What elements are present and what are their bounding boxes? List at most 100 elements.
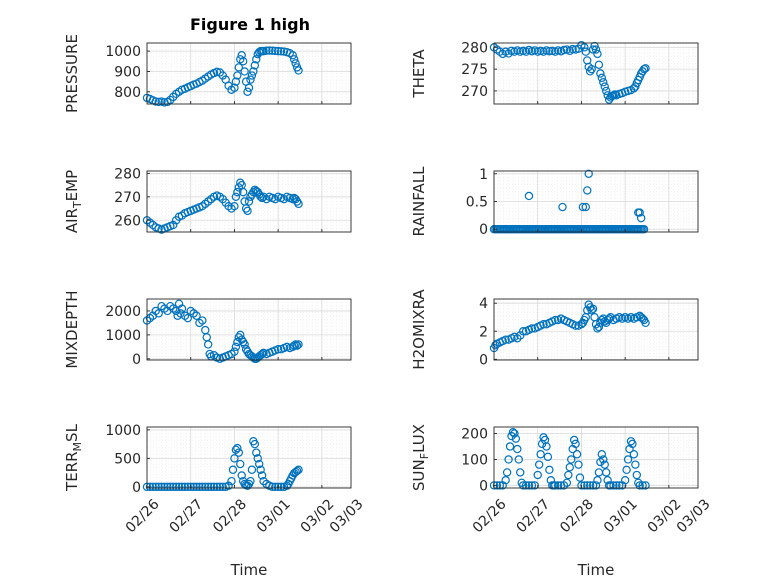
- data-point: [201, 482, 210, 492]
- data-point: [157, 482, 166, 492]
- data-point: [534, 460, 544, 469]
- data-point: [638, 314, 647, 323]
- data-point: [218, 482, 227, 492]
- data-point: [636, 69, 646, 78]
- data-point: [198, 316, 207, 325]
- y-tick-label: 4: [479, 296, 488, 312]
- data-point: [289, 55, 299, 64]
- y-axis-label: TERRMSL: [63, 423, 84, 492]
- series-markers: [142, 437, 303, 492]
- data-point: [238, 57, 248, 66]
- data-point: [587, 306, 596, 315]
- data-point: [171, 482, 181, 492]
- data-point: [580, 43, 589, 52]
- subplot-theta: 270 275 280 THETA: [410, 40, 699, 105]
- data-point: [294, 66, 303, 75]
- figure-title: Figure 1 high: [190, 15, 310, 34]
- data-point: [180, 482, 190, 492]
- y-tick-label: 900: [114, 64, 141, 80]
- data-point: [231, 342, 241, 352]
- data-point: [638, 481, 647, 490]
- data-point: [639, 225, 649, 234]
- data-point: [231, 445, 241, 455]
- y-tick-label: 2: [479, 324, 488, 340]
- data-point: [294, 465, 303, 474]
- y-tick-label: 260: [114, 213, 141, 229]
- data-point: [536, 450, 545, 459]
- data-point: [636, 213, 646, 223]
- data-point: [527, 481, 537, 490]
- data-point: [183, 313, 192, 323]
- data-point: [236, 459, 245, 469]
- x-tick-label: 02/27: [513, 496, 553, 536]
- data-point: [276, 482, 286, 492]
- data-point: [551, 481, 560, 490]
- y-tick-label: 0: [132, 480, 141, 496]
- data-point: [198, 482, 207, 492]
- y-axis-label: H2OMIXRA: [410, 289, 428, 370]
- data-point: [597, 450, 607, 459]
- data-point: [585, 481, 595, 490]
- series-markers: [142, 178, 303, 234]
- data-point: [212, 482, 222, 492]
- data-point: [533, 470, 542, 480]
- data-point: [192, 311, 201, 320]
- y-tick-label: 100: [461, 452, 488, 468]
- data-point: [591, 320, 601, 329]
- data-point: [273, 482, 283, 492]
- data-point: [594, 322, 604, 332]
- data-point: [620, 476, 630, 485]
- data-point: [511, 434, 521, 443]
- data-point: [516, 331, 525, 340]
- data-point: [524, 191, 534, 201]
- data-point: [635, 481, 644, 490]
- data-point: [250, 61, 260, 70]
- data-point: [288, 194, 297, 204]
- axes-box: [146, 298, 352, 361]
- series-markers: [142, 299, 303, 364]
- data-point: [632, 470, 642, 480]
- y-tick-label: 2000: [105, 304, 141, 320]
- data-point: [247, 71, 257, 80]
- data-point: [203, 482, 213, 492]
- data-point: [609, 91, 618, 100]
- data-point: [568, 44, 577, 54]
- data-point: [243, 87, 252, 97]
- data-point: [292, 341, 302, 350]
- data-point: [189, 482, 198, 492]
- data-point: [628, 439, 637, 449]
- data-point: [513, 444, 522, 454]
- data-point: [177, 304, 187, 313]
- data-point: [505, 442, 515, 451]
- data-point: [629, 450, 639, 459]
- axes-box: [493, 42, 699, 105]
- y-tick-label: 280: [461, 40, 488, 56]
- data-point: [230, 201, 239, 211]
- subplot-mixdepth: 0 1000 2000 MIXDEPTH: [63, 290, 352, 369]
- data-point: [230, 83, 239, 92]
- data-point: [271, 482, 280, 492]
- subplot-rainfall: 0 0.5 1 RAINFALL: [410, 166, 699, 238]
- data-point: [237, 51, 246, 60]
- data-point: [518, 327, 528, 336]
- data-point: [291, 340, 300, 349]
- data-point: [151, 482, 160, 492]
- y-axis-label: THETA: [410, 49, 428, 99]
- data-point: [177, 482, 187, 492]
- y-tick-label: 0.5: [466, 195, 488, 211]
- data-point: [521, 481, 531, 490]
- data-point: [594, 60, 604, 69]
- data-point: [195, 482, 204, 492]
- axes-box: [146, 426, 352, 489]
- axes-box: [146, 170, 352, 233]
- subplot-h2o-mixra: 0 2 4 H2OMIXRA: [410, 289, 699, 370]
- data-point: [230, 454, 239, 463]
- data-point: [203, 340, 213, 349]
- data-point: [247, 465, 257, 474]
- series-markers: [489, 169, 649, 234]
- data-point: [249, 67, 258, 76]
- y-tick-label: 500: [114, 451, 141, 467]
- data-point: [250, 439, 260, 449]
- data-point: [154, 482, 163, 492]
